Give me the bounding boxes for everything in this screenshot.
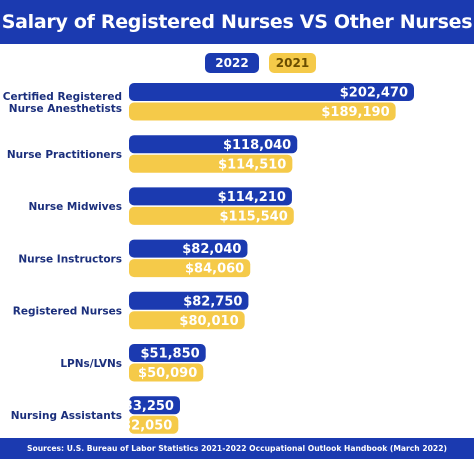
value-label-2021: $32,050 — [113, 418, 172, 433]
bar-2021 — [129, 102, 396, 121]
source-footer: Sources: U.S. Bureau of Labor Statistics… — [0, 438, 474, 459]
value-label-2022: $51,850 — [140, 347, 199, 362]
value-label-2021: $189,190 — [321, 105, 389, 120]
bar-2022 — [129, 83, 414, 101]
legend-2022: 2022 — [205, 53, 259, 73]
category-label: LPNs/LVNs — [60, 358, 122, 370]
bar-2022 — [129, 135, 298, 154]
value-label-2021: $114,510 — [218, 157, 286, 172]
bar-2021 — [129, 415, 179, 434]
value-label-2021: $50,090 — [138, 366, 197, 381]
value-label-2022: $118,040 — [223, 138, 291, 153]
chart-title: Salary of Registered Nurses VS Other Nur… — [0, 0, 474, 44]
bar-2022 — [129, 344, 206, 362]
value-label-2022: $33,250 — [115, 399, 174, 414]
bar-2022 — [129, 396, 180, 415]
bar-2022 — [129, 187, 292, 206]
category-label: Nursing Assistants — [11, 410, 122, 422]
bar-2021 — [129, 363, 204, 382]
value-label-2022: $82,040 — [182, 242, 241, 257]
value-label-2021: $115,540 — [220, 210, 288, 225]
value-label-2022: $82,750 — [183, 294, 242, 309]
legend-2021: 2021 — [269, 53, 316, 73]
category-label: Certified Registered Nurse Anesthetists — [3, 91, 122, 115]
value-label-2022: $114,210 — [218, 190, 286, 205]
bar-2021 — [129, 206, 294, 225]
bar-2021 — [129, 311, 245, 330]
bar-2021 — [129, 259, 251, 278]
bar-2022 — [129, 291, 249, 310]
category-label: Nurse Practitioners — [7, 149, 122, 161]
value-label-2021: $80,010 — [179, 314, 238, 329]
category-label: Registered Nurses — [13, 306, 122, 318]
bar-2021 — [129, 154, 293, 173]
bar-chart: Certified Registered Nurse Anesthetists $2… — [3, 83, 414, 434]
value-label-2022: $202,470 — [340, 86, 408, 101]
value-label-2021: $84,060 — [185, 262, 244, 277]
category-label: Nurse Midwives — [28, 201, 122, 213]
category-label: Nurse Instructors — [18, 253, 122, 265]
bar-2022 — [129, 239, 248, 258]
